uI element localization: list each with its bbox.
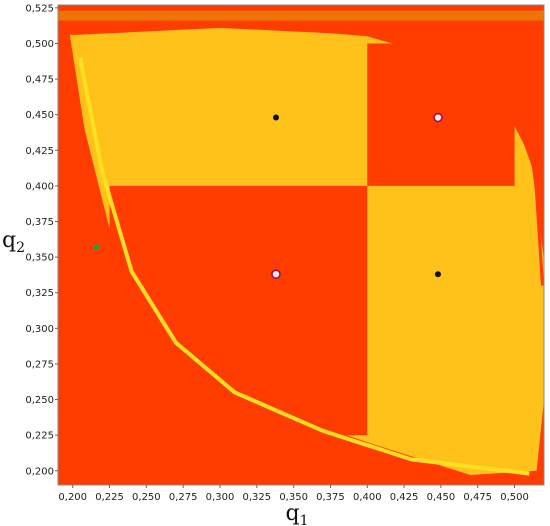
y-tick-label: 0,200 (25, 466, 54, 477)
inner-arc-curve (72, 24, 544, 286)
y-tick-label: 0,400 (25, 181, 54, 192)
green-point (93, 244, 100, 251)
boundary-curve (78, 57, 530, 476)
y-tick-label: 0,325 (25, 288, 54, 299)
x-tick-label: 0,300 (206, 492, 235, 503)
plot-area (58, 5, 544, 485)
plot-frame (57, 4, 545, 486)
y-tick-label: 0,350 (25, 253, 54, 264)
open-fixed-point (433, 112, 443, 123)
y-tick-label: 0,450 (25, 110, 54, 121)
x-tick-label: 0,400 (353, 492, 382, 503)
x-tick-label: 0,375 (316, 492, 345, 503)
y-tick-label: 0,525 (25, 3, 54, 14)
y-tick-label: 0,250 (25, 395, 54, 406)
x-tick-label: 0,250 (132, 492, 161, 503)
x-tick-label: 0,275 (169, 492, 198, 503)
yellow-region-bottom-right (367, 185, 515, 436)
y-tick-label: 0,475 (25, 75, 54, 86)
x-tick-label: 0,200 (58, 492, 87, 503)
y-axis-label: q2 (2, 228, 25, 256)
red-region-bottom-left (109, 185, 368, 436)
x-axis-ticks: 0,200 0,225 0,250 0,275 0,300 0,325 0,350 0,375… (58, 485, 529, 503)
y-tick-label: 0,225 (25, 431, 54, 442)
y-tick-label: 0,300 (25, 324, 54, 335)
black-fixed-point (434, 271, 441, 278)
x-tick-label: 0,475 (463, 492, 492, 503)
y-axis-ticks: 0,200 0,225 0,250 0,275 0,300 0,325 0,350 0,375… (25, 3, 58, 477)
y-tick-label: 0,500 (25, 39, 54, 50)
yellow-region-top-left (109, 43, 368, 186)
x-tick-label: 0,325 (242, 492, 271, 503)
black-fixed-point (272, 114, 279, 121)
top-band-region (58, 10, 544, 21)
x-tick-label: 0,350 (279, 492, 308, 503)
x-tick-label: 0,225 (95, 492, 124, 503)
open-fixed-point (271, 269, 281, 279)
x-tick-label: 0,425 (390, 492, 419, 503)
y-tick-label: 0,425 (25, 146, 54, 157)
x-tick-label: 0,500 (500, 492, 529, 503)
x-axis-label: q1 (285, 501, 308, 526)
y-tick-label: 0,275 (25, 359, 54, 370)
x-tick-label: 0,450 (427, 492, 456, 503)
y-tick-label: 0,375 (25, 217, 54, 228)
points-layer (93, 112, 443, 279)
